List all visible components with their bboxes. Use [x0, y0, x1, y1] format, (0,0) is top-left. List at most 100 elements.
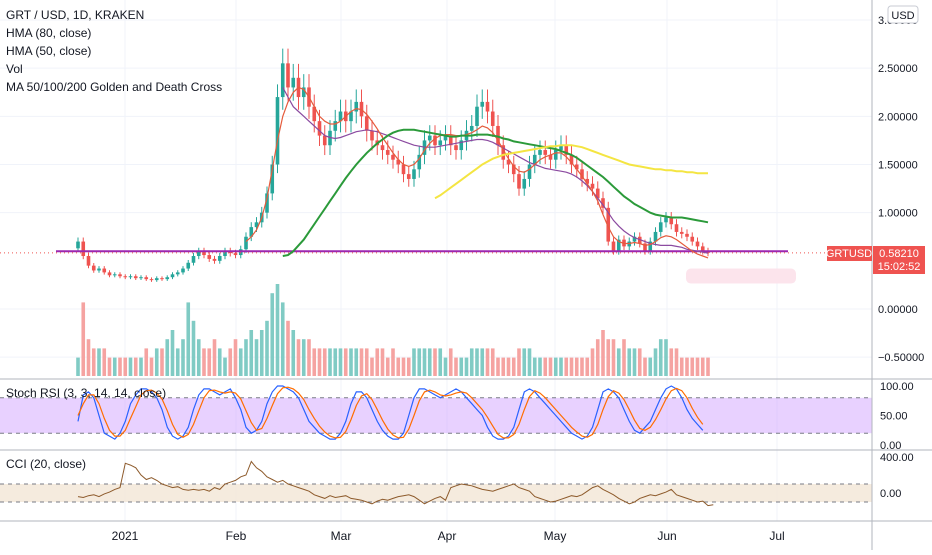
ma100-line[interactable] [434, 144, 708, 200]
volume-bar [469, 348, 474, 376]
stoch-tick-label: 0.00 [880, 440, 901, 452]
currency-button-label: USD [891, 10, 914, 22]
candle-body [291, 77, 296, 88]
volume-bar [501, 357, 506, 376]
volume-bar [312, 348, 317, 376]
candle-body [669, 217, 674, 225]
candle-body [286, 63, 290, 88]
candle-body [123, 276, 128, 278]
volume-bar [679, 357, 684, 376]
price-tick-label: 2.00000 [878, 111, 918, 123]
candle-body [574, 164, 579, 170]
volume-bar [674, 348, 679, 376]
indicator-vol[interactable]: Vol [6, 62, 23, 76]
candle-body [522, 178, 527, 189]
volume-bar [228, 348, 233, 376]
price-pane[interactable] [0, 0, 872, 378]
volume-bar [611, 339, 616, 376]
volume-bar [186, 302, 191, 376]
volume-bar [548, 357, 553, 376]
volume-bar [364, 348, 369, 376]
cci-title[interactable]: CCI (20, close) [6, 457, 86, 471]
candle-body [417, 154, 422, 170]
indicator-ma-cross[interactable]: MA 50/100/200 Golden and Death Cross [6, 80, 222, 94]
cci-line[interactable] [77, 460, 714, 507]
stoch-layer [0, 385, 872, 440]
volume-bar [464, 357, 469, 376]
candle-body [76, 241, 80, 249]
volume-bar [669, 348, 674, 376]
volume-bar [338, 348, 343, 376]
volume-bar [511, 357, 516, 376]
indicator-hma50[interactable]: HMA (50, close) [6, 44, 91, 58]
candle-body [632, 236, 637, 242]
volume-bar [296, 339, 301, 376]
volume-layer [76, 284, 710, 376]
target-zone-box[interactable] [686, 268, 796, 284]
candle-body [553, 150, 558, 160]
volume-bar [459, 357, 464, 376]
volume-bar [685, 357, 689, 376]
volume-bar [438, 348, 443, 376]
volume-bar [532, 357, 537, 376]
volume-bar [443, 357, 448, 376]
volume-bar [653, 348, 658, 376]
candle-body [664, 217, 668, 223]
candle-body [501, 145, 506, 160]
candle-body [354, 101, 359, 112]
volume-bar [422, 348, 427, 376]
candle-body [391, 154, 395, 160]
volume-bar [706, 357, 710, 376]
cci-tick-label: 0.00 [880, 488, 901, 500]
time-tick-label: Apr [438, 529, 457, 543]
stoch-title[interactable]: Stoch RSI (3, 3, 14, 14, close) [6, 386, 166, 400]
hma50-line[interactable] [245, 86, 709, 259]
volume-bar [664, 339, 668, 376]
candle-body [569, 154, 574, 165]
volume-bar [496, 357, 500, 376]
currency-button[interactable] [887, 5, 919, 24]
volume-bar [569, 357, 574, 376]
candle-body [154, 278, 159, 281]
candle-body [543, 150, 548, 155]
candle-body [490, 111, 495, 126]
volume-bar [86, 339, 91, 376]
volume-bar [343, 348, 348, 376]
candle-body [559, 145, 563, 151]
volume-bar [485, 348, 490, 376]
candle-body [118, 274, 122, 277]
hma80-line[interactable] [282, 87, 709, 254]
last-price-tag [873, 246, 925, 274]
candle-body [338, 111, 343, 122]
candle-body [364, 116, 369, 131]
stoch-d-line[interactable] [77, 386, 704, 439]
candle-body [674, 224, 679, 232]
volume-bar [154, 348, 159, 376]
volume-bar [112, 357, 117, 376]
candle-body [658, 222, 663, 232]
volume-bar [412, 348, 416, 376]
volume-bar [301, 339, 306, 376]
volume-bar [590, 348, 595, 376]
volume-bar [559, 357, 563, 376]
bar-countdown: 15:02:52 [878, 261, 921, 273]
candle-body [112, 274, 117, 276]
candle-body [191, 256, 196, 263]
volume-bar [695, 357, 700, 376]
volume-bar [102, 348, 107, 376]
grid-layer [0, 0, 872, 521]
volume-bar [637, 348, 642, 376]
candle-body [506, 159, 511, 165]
volume-bar [354, 348, 359, 376]
candle-body [590, 183, 595, 189]
ma50-line[interactable] [282, 128, 709, 257]
candle-body [695, 241, 700, 247]
candle-body [322, 135, 327, 146]
volume-bar [601, 330, 605, 376]
volume-bar [375, 348, 380, 376]
volume-bar [627, 348, 632, 376]
candle-body [144, 277, 149, 280]
indicator-hma80[interactable]: HMA (80, close) [6, 26, 91, 40]
